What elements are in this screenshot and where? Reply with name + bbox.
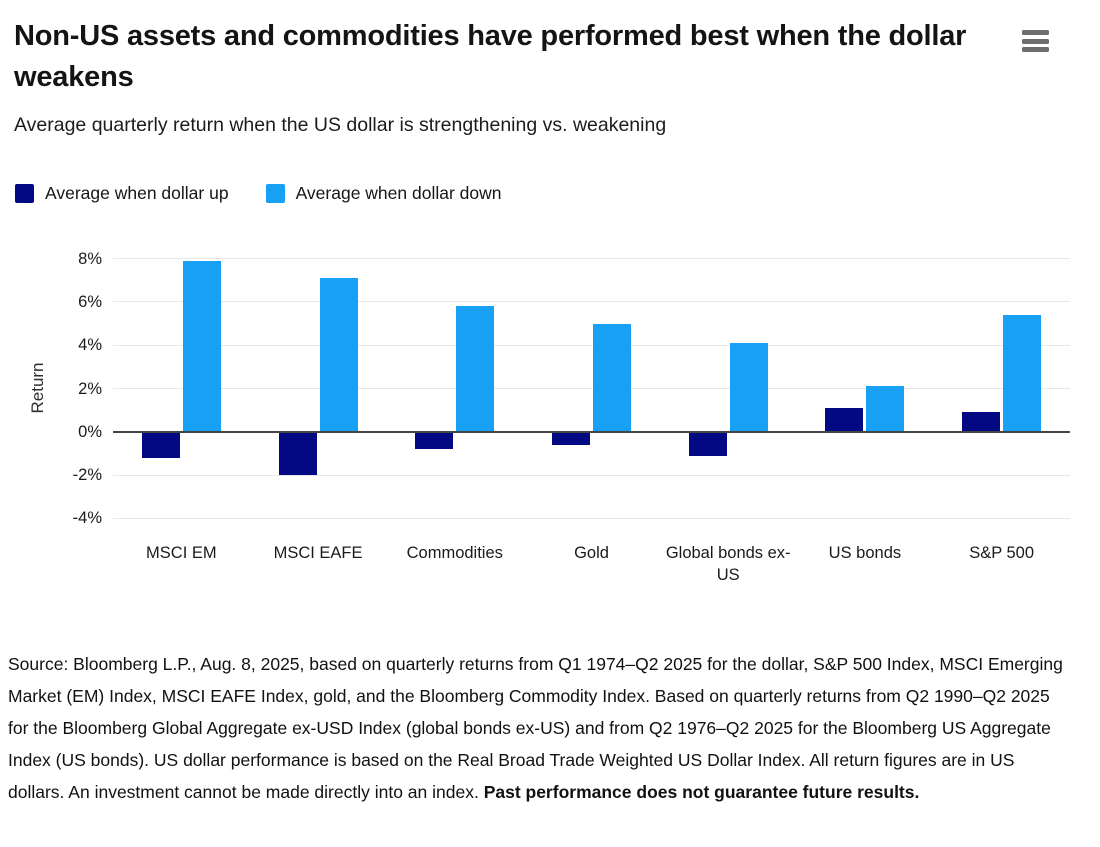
bar-average-when-dollar-down-global-bonds-ex-us <box>729 343 768 432</box>
legend-item-dollar-down: Average when dollar down <box>265 183 502 204</box>
source-text: Source: Bloomberg L.P., Aug. 8, 2025, ba… <box>8 654 1063 802</box>
legend-label-dollar-up: Average when dollar up <box>45 183 229 203</box>
y-tick-label--4: -4% <box>72 509 102 528</box>
legend-swatch-dollar-down <box>265 184 285 203</box>
legend-item-dollar-up: Average when dollar up <box>15 183 229 204</box>
page-title: Non-US assets and commodities have perfo… <box>14 20 967 93</box>
x-axis-category-labels: MSCI EM MSCI EAFE Commodities Gold Global bo… <box>113 542 1070 588</box>
category-label-us-bonds: US bonds <box>828 544 902 562</box>
bar-average-when-dollar-down-s-p-500 <box>1003 314 1042 432</box>
y-tick-label-0: 0% <box>78 422 102 441</box>
chart-legend: Average when dollar up Average when doll… <box>15 183 1086 204</box>
bar-average-when-dollar-down-msci-eafe <box>319 278 358 432</box>
y-tick-label-2: 2% <box>78 379 102 398</box>
gridline-8 <box>113 258 1070 260</box>
zero-axis-line <box>113 430 1070 433</box>
bar-average-when-dollar-down-us-bonds <box>866 386 905 432</box>
gridline-2 <box>113 388 1070 389</box>
header: Non-US assets and commodities have perfo… <box>14 16 1086 138</box>
gridline-6 <box>113 301 1070 303</box>
gridline--2 <box>113 474 1070 476</box>
bar-average-when-dollar-up-global-bonds-ex-us <box>688 431 727 456</box>
plot-area <box>113 251 1070 526</box>
bar-average-when-dollar-up-msci-em <box>141 431 180 458</box>
bar-average-when-dollar-down-commodities <box>456 306 495 432</box>
bar-chart: Return 8% 6% 4% 2% 0% -2% -4% MSCI EM MSCI EAFE… <box>14 249 1086 589</box>
y-tick-label--2: -2% <box>72 466 102 485</box>
category-label-msci-eafe: MSCI EAFE <box>273 544 363 562</box>
hamburger-menu-icon <box>1022 47 1049 52</box>
category-label-global-bonds-ex-us: Global bonds ex-US <box>665 544 791 584</box>
y-tick-label-8: 8% <box>78 249 102 268</box>
y-axis-tick-labels: 8% 6% 4% 2% 0% -2% -4% <box>14 249 102 528</box>
bar-average-when-dollar-up-s-p-500 <box>962 412 1001 432</box>
bar-average-when-dollar-up-gold <box>552 431 590 445</box>
category-label-s-p-500: S&P 500 <box>969 544 1035 562</box>
hamburger-menu-icon <box>1022 30 1049 35</box>
bar-average-when-dollar-up-msci-eafe <box>278 431 317 476</box>
bar-average-when-dollar-up-commodities <box>415 431 454 450</box>
category-label-gold: Gold <box>574 544 609 562</box>
gridline-4 <box>113 344 1070 346</box>
y-tick-label-4: 4% <box>78 336 102 355</box>
hamburger-menu-icon <box>1022 38 1049 44</box>
legend-swatch-dollar-up <box>15 184 34 203</box>
category-label-msci-em: MSCI EM <box>146 544 217 562</box>
source-note: Source: Bloomberg L.P., Aug. 8, 2025, ba… <box>8 648 1070 808</box>
bar-average-when-dollar-up-us-bonds <box>825 407 864 432</box>
legend-label-dollar-down: Average when dollar down <box>295 183 502 203</box>
bar-average-when-dollar-down-gold <box>593 323 631 432</box>
menu-button[interactable] <box>1022 29 1051 53</box>
category-label-commodities: Commodities <box>406 544 503 562</box>
chart-subtitle: Average quarterly return when the US dol… <box>14 114 667 136</box>
bar-average-when-dollar-down-msci-em <box>182 260 221 432</box>
y-tick-label-6: 6% <box>78 292 102 311</box>
disclaimer-bold: Past performance does not guarantee futu… <box>483 782 920 802</box>
gridline--4 <box>113 517 1070 519</box>
